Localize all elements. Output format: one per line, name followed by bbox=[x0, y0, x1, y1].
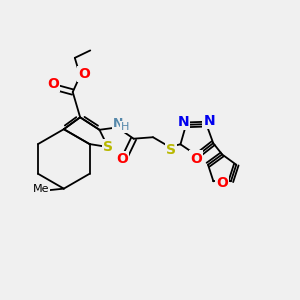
Text: N: N bbox=[177, 115, 189, 129]
Text: O: O bbox=[216, 176, 228, 190]
Text: H: H bbox=[121, 122, 129, 132]
Text: O: O bbox=[78, 67, 90, 81]
Text: O: O bbox=[116, 152, 128, 166]
Text: Me: Me bbox=[33, 184, 50, 194]
Text: O: O bbox=[190, 152, 202, 166]
Text: S: S bbox=[166, 143, 176, 157]
Text: S: S bbox=[103, 140, 113, 154]
Text: N: N bbox=[203, 114, 215, 128]
Text: N: N bbox=[113, 117, 123, 130]
Text: O: O bbox=[47, 77, 59, 91]
